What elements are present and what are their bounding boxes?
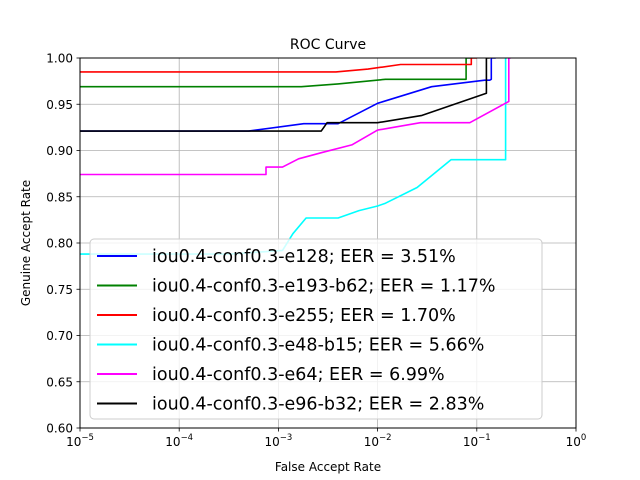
x-tick-base: 10 [566,435,581,449]
legend-label: iou0.4-conf0.3-e64; EER = 6.99% [152,365,445,385]
legend-box [89,238,543,420]
x-tick-exponent: −1 [478,433,491,443]
y-tick-label: 0.60 [46,422,73,436]
x-axis-label: False Accept Rate [275,460,381,474]
x-tick-exponent: 0 [581,433,586,443]
x-tick-label: 100 [566,433,587,449]
series-line-6 [80,58,490,132]
x-tick-base: 10 [66,435,81,449]
x-tick-exponent: −4 [181,433,194,443]
x-tick-label: 10−4 [165,433,193,449]
x-tick-base: 10 [364,435,379,449]
y-axis-ticks: 0.60 0.65 0.70 0.75 0.80 0.85 0.90 0.95 1.00 [46,52,80,436]
y-tick-label: 0.90 [46,144,73,158]
legend-label: iou0.4-conf0.3-e193-b62; EER = 1.17% [152,277,496,297]
x-axis-ticks: 10−5 10−4 10−3 10−2 10−1 100 [66,428,586,449]
x-tick-exponent: −2 [379,433,392,443]
chart-title: ROC Curve [290,37,366,53]
x-tick-exponent: −5 [81,433,94,443]
legend-label: iou0.4-conf0.3-e48-b15; EER = 5.66% [152,336,484,356]
x-tick-exponent: −3 [280,433,293,443]
x-tick-label: 10−2 [364,433,392,449]
x-tick-label: 10−3 [264,433,292,449]
y-axis-label: Genuine Accept Rate [19,180,33,306]
y-tick-label: 0.85 [46,190,73,204]
y-tick-label: 0.75 [46,283,73,297]
x-tick-base: 10 [165,435,180,449]
x-tick-base: 10 [264,435,279,449]
legend-label: iou0.4-conf0.3-e255; EER = 1.70% [152,306,456,326]
y-tick-label: 0.70 [46,329,73,343]
x-tick-label: 10−1 [463,433,491,449]
y-tick-label: 0.95 [46,98,73,112]
legend-label: iou0.4-conf0.3-e128; EER = 3.51% [152,247,456,267]
y-tick-label: 0.80 [46,237,73,251]
legend-label: iou0.4-conf0.3-e96-b32; EER = 2.83% [152,395,484,415]
y-tick-label: 0.65 [46,375,73,389]
legend: iou0.4-conf0.3-e128; EER = 3.51% iou0.4-c… [89,238,543,420]
series-line-2 [80,58,473,88]
series-line-3 [80,58,477,73]
y-tick-label: 1.00 [46,52,73,66]
x-tick-label: 10−5 [66,433,94,449]
series-line-1 [80,58,496,132]
x-tick-base: 10 [463,435,478,449]
series-line-5 [80,58,511,176]
